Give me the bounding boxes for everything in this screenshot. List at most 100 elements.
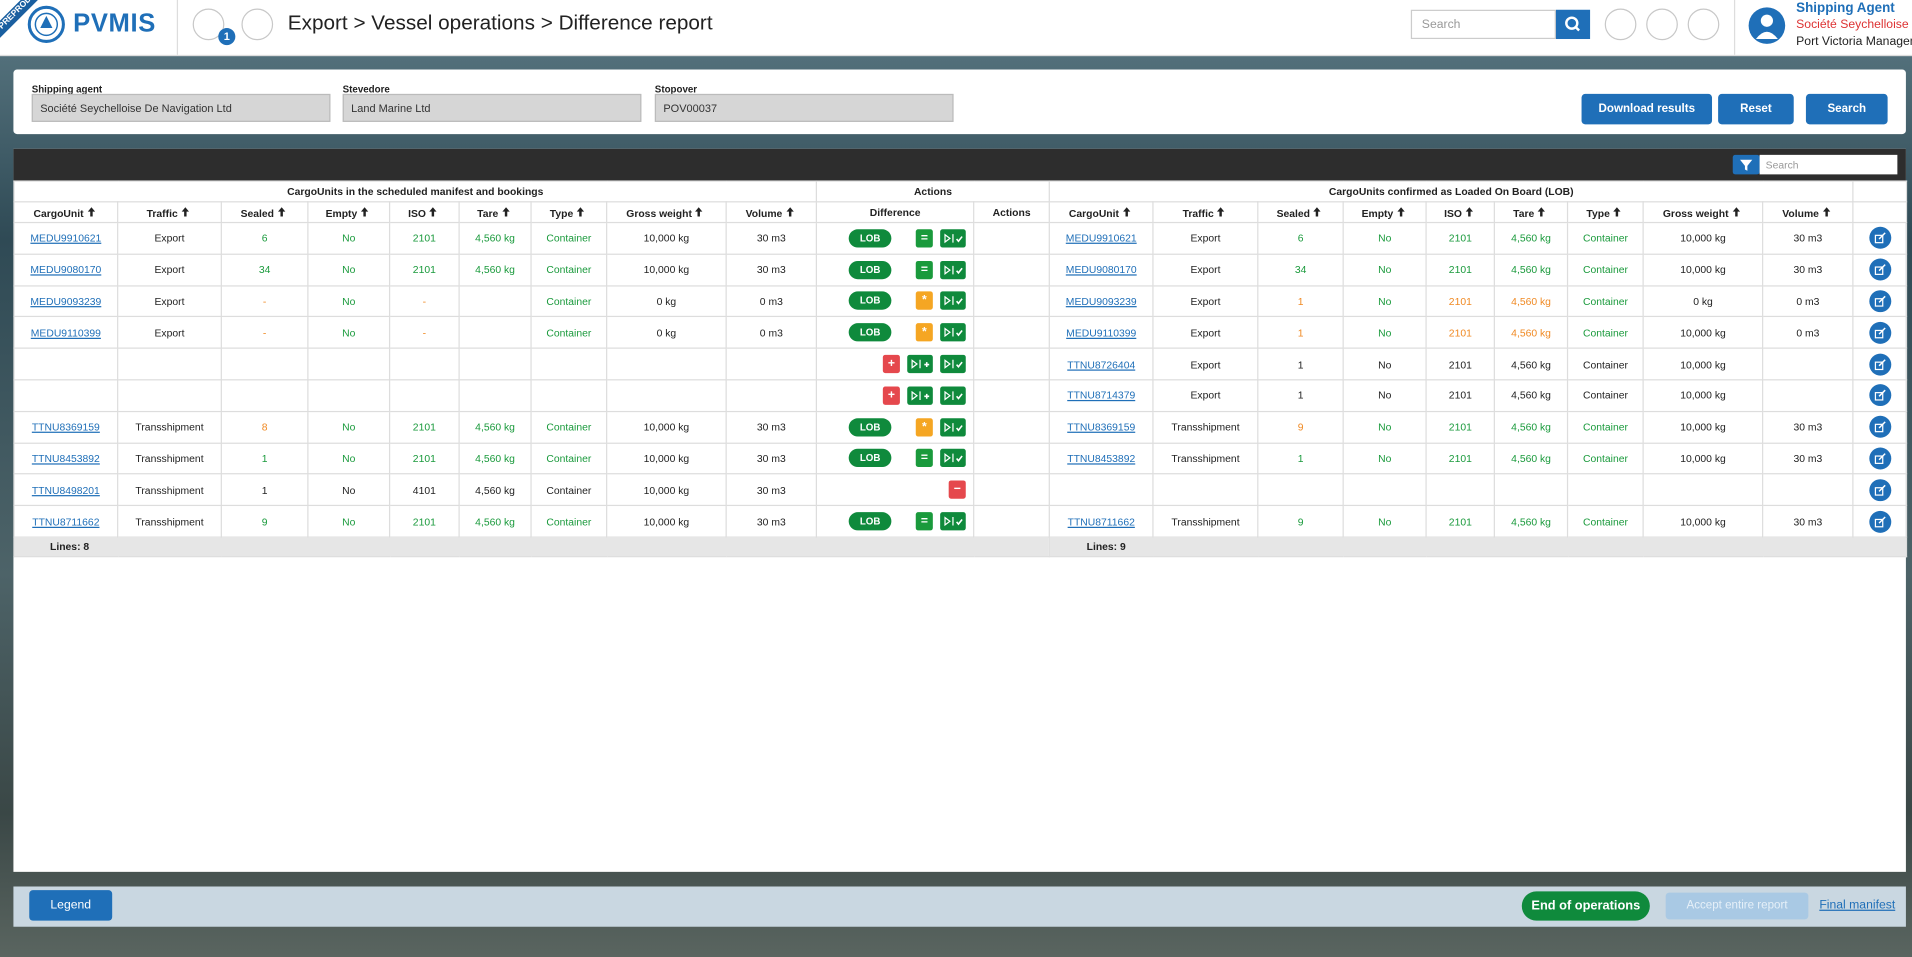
add-action[interactable] [907, 354, 933, 374]
edit-button[interactable] [1868, 510, 1891, 533]
legend-button[interactable]: Legend [29, 890, 113, 921]
difference-symbol[interactable]: * [915, 417, 933, 437]
column-header[interactable]: Volume [1762, 201, 1854, 224]
power-button[interactable] [1604, 8, 1637, 41]
documents-button[interactable] [192, 8, 225, 41]
confirm-action[interactable] [940, 229, 966, 248]
avatar[interactable] [1747, 6, 1786, 45]
column-header[interactable]: Gross weight [1642, 201, 1764, 224]
status-pill[interactable]: LOB [848, 417, 892, 437]
filter-value[interactable]: Société Seychelloise De Navigation Ltd [31, 93, 331, 122]
info-button[interactable] [1687, 8, 1720, 41]
add-action[interactable] [907, 386, 933, 405]
column-header[interactable]: Type [1567, 201, 1644, 224]
column-header[interactable]: Type [530, 201, 608, 224]
reset-button[interactable]: Reset [1718, 93, 1794, 125]
confirm-action[interactable] [940, 417, 966, 437]
edit-button[interactable] [1868, 384, 1891, 407]
settings-button[interactable] [1646, 8, 1678, 41]
cargo-unit-link[interactable]: MEDU9080170 [30, 263, 102, 276]
cargo-unit-link[interactable]: TTNU8369159 [31, 420, 100, 434]
header-search[interactable]: Search [1410, 9, 1556, 40]
column-header[interactable]: Empty [307, 201, 391, 224]
confirm-action[interactable] [940, 449, 966, 468]
column-header[interactable]: ISO [388, 201, 460, 224]
cell: MEDU9093239 [1048, 284, 1154, 318]
difference-symbol[interactable]: + [882, 386, 901, 405]
difference-symbol[interactable]: = [915, 512, 933, 531]
difference-symbol[interactable]: = [915, 449, 933, 468]
status-pill[interactable]: LOB [848, 292, 892, 311]
filter-value[interactable]: Land Marine Ltd [342, 93, 642, 122]
end-of-operations-button[interactable]: End of operations [1521, 891, 1650, 921]
confirm-action[interactable] [940, 354, 966, 374]
cargo-unit-link[interactable]: MEDU9910621 [1065, 232, 1137, 245]
download-button[interactable]: Download results [1581, 93, 1713, 125]
logo-area[interactable]: PVMIS PREPROD [0, 0, 179, 55]
confirm-action[interactable] [940, 323, 966, 342]
column-header[interactable]: Empty [1342, 201, 1427, 224]
difference-symbol[interactable]: − [948, 480, 966, 500]
difference-symbol[interactable]: = [915, 260, 933, 279]
edit-button[interactable] [1868, 353, 1891, 376]
cargo-unit-link[interactable]: MEDU9093239 [1065, 295, 1137, 308]
header-search-button[interactable] [1555, 9, 1591, 40]
confirm-action[interactable] [940, 386, 966, 405]
cargo-unit-link[interactable]: TTNU8726404 [1067, 357, 1136, 371]
cargo-unit-link[interactable]: MEDU9093239 [30, 295, 102, 308]
status-pill[interactable]: LOB [848, 229, 892, 248]
column-header[interactable]: Volume [725, 201, 818, 224]
column-header[interactable]: Traffic [1152, 201, 1259, 224]
column-header[interactable]: ISO [1425, 201, 1496, 224]
final-manifest-link[interactable]: Final manifest [1819, 898, 1896, 913]
action-glyph [943, 296, 963, 307]
edit-button[interactable] [1868, 447, 1891, 470]
status-pill[interactable]: LOB [848, 260, 892, 279]
difference-symbol[interactable]: * [915, 292, 933, 311]
cargo-unit-link[interactable]: TTNU8714379 [1067, 389, 1136, 402]
edit-button[interactable] [1868, 478, 1891, 501]
cell: TTNU8453892 [13, 442, 119, 475]
column-header[interactable]: Gross weight [606, 201, 727, 224]
filter-toggle[interactable] [1732, 154, 1760, 175]
confirm-action[interactable] [940, 512, 966, 531]
edit-button[interactable] [1868, 258, 1891, 281]
cell: 1 [1257, 379, 1344, 412]
difference-symbol[interactable]: = [915, 229, 933, 248]
column-header[interactable]: Sealed [1257, 201, 1344, 224]
cargo-unit-link[interactable]: MEDU9110399 [30, 326, 101, 339]
column-header[interactable]: CargoUnit [1048, 201, 1154, 224]
cargo-unit-link[interactable]: TTNU8453892 [31, 452, 100, 465]
cargo-unit-link[interactable]: TTNU8711662 [32, 515, 100, 528]
cargo-unit-link[interactable]: TTNU8711662 [1067, 515, 1135, 528]
table-row: TTNU8453892 Transshipment 1 No 2101 4,560 kg C… [13, 442, 1908, 475]
table-search[interactable]: Search [1759, 154, 1898, 175]
edit-cell [1852, 442, 1908, 475]
cargo-unit-link[interactable]: TTNU8498201 [31, 483, 100, 497]
cell-text: 9 [1297, 420, 1304, 434]
edit-button[interactable] [1868, 227, 1891, 250]
edit-button[interactable] [1868, 290, 1891, 313]
edit-button[interactable] [1868, 321, 1891, 344]
column-header[interactable]: CargoUnit [13, 201, 119, 224]
column-header[interactable]: Tare [458, 201, 532, 224]
cargo-unit-link[interactable]: MEDU9110399 [1066, 326, 1137, 339]
difference-symbol[interactable]: * [915, 323, 933, 342]
status-pill[interactable]: LOB [848, 323, 892, 342]
column-header[interactable]: Tare [1493, 201, 1569, 224]
confirm-action[interactable] [940, 292, 966, 311]
cargo-unit-link[interactable]: TTNU8369159 [1067, 420, 1136, 434]
cargo-unit-link[interactable]: TTNU8453892 [1067, 452, 1136, 465]
column-header[interactable]: Traffic [117, 201, 222, 224]
status-pill[interactable]: LOB [848, 449, 892, 468]
status-pill[interactable]: LOB [848, 512, 892, 531]
edit-button[interactable] [1868, 416, 1891, 438]
refresh-button[interactable] [241, 8, 274, 41]
filter-value[interactable]: POV00037 [654, 93, 954, 122]
column-header[interactable]: Sealed [220, 201, 309, 224]
cargo-unit-link[interactable]: MEDU9080170 [1065, 263, 1137, 276]
difference-symbol[interactable]: + [882, 354, 901, 374]
confirm-action[interactable] [940, 260, 966, 279]
search-button[interactable]: Search [1805, 93, 1888, 125]
cargo-unit-link[interactable]: MEDU9910621 [30, 232, 102, 245]
